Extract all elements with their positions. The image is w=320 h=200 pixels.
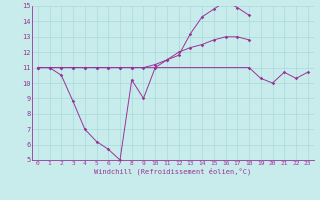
X-axis label: Windchill (Refroidissement éolien,°C): Windchill (Refroidissement éolien,°C) [94,168,252,175]
